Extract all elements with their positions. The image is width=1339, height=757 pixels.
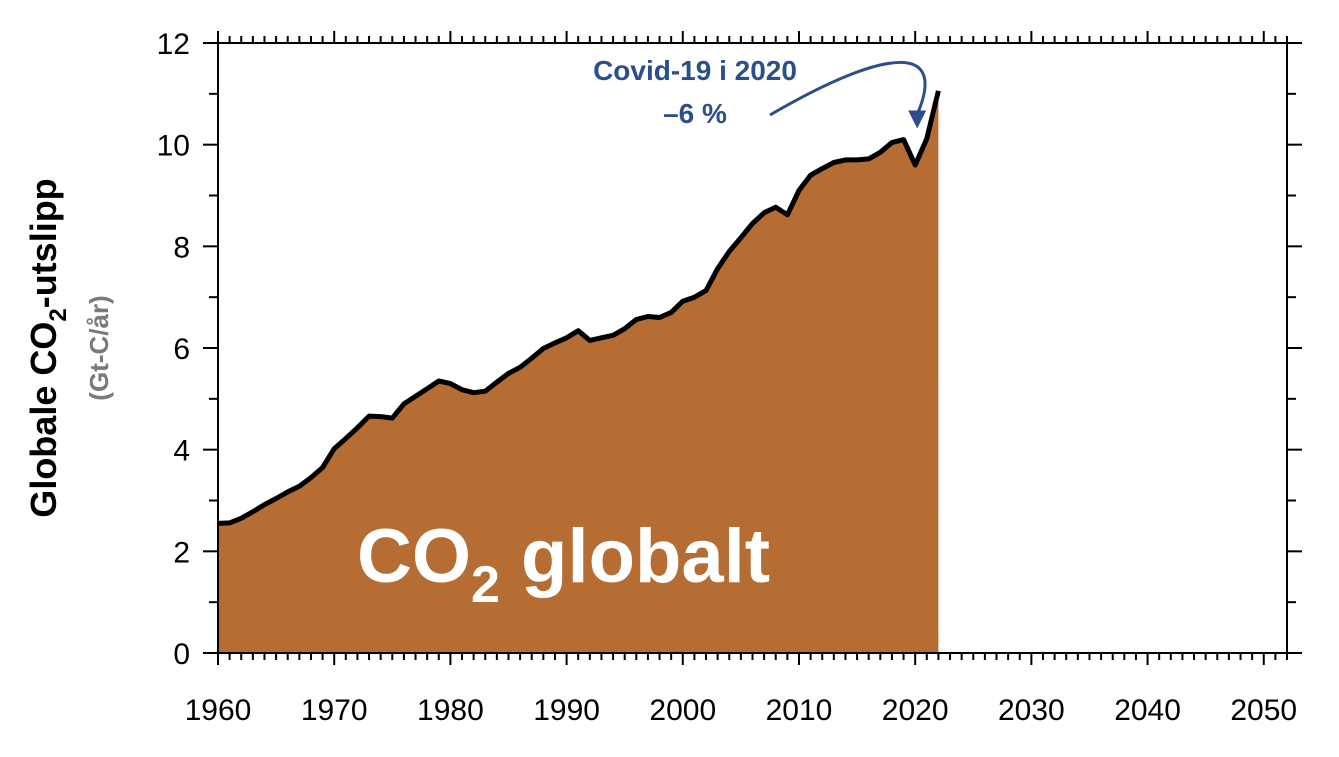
annotation-line1: Covid-19 i 2020	[593, 55, 797, 86]
x-tick-label: 2020	[882, 694, 949, 727]
x-tick-label: 2040	[1114, 694, 1181, 727]
y-tick-label: 0	[173, 638, 190, 671]
x-tick-label: 2030	[998, 694, 1065, 727]
x-tick-label: 1960	[185, 694, 252, 727]
plot-area	[217, 90, 941, 654]
y-axis-unit: (Gt-C/år)	[84, 295, 114, 400]
y-tick-label: 8	[173, 231, 190, 264]
y-tick-label: 4	[173, 435, 190, 468]
y-tick-label: 6	[173, 333, 190, 366]
y-tick-label: 12	[157, 28, 190, 61]
y-axis-label: Globale CO2-utslipp	[23, 178, 72, 517]
x-tick-label: 1970	[301, 694, 368, 727]
y-tick-label: 10	[157, 130, 190, 163]
covid-annotation: Covid-19 i 2020 –6 %	[593, 55, 927, 129]
x-tick-label: 2050	[1230, 694, 1297, 727]
area-label: CO2 globalt	[357, 514, 770, 614]
emissions-line	[217, 90, 941, 526]
x-tick-label: 2000	[649, 694, 716, 727]
y-tick-label: 2	[173, 536, 190, 569]
annotation-line2: –6 %	[663, 98, 727, 129]
x-tick-label: 1990	[533, 694, 600, 727]
emissions-area	[218, 90, 939, 654]
annotation-arrow	[769, 61, 927, 117]
x-tick-label: 2010	[766, 694, 833, 727]
x-tick-label: 1980	[417, 694, 484, 727]
annotation-arrowhead	[908, 110, 927, 129]
axes: 1960 1970 1980 1990 2000 2010 2020 2030 2040 2050…	[157, 28, 1302, 727]
